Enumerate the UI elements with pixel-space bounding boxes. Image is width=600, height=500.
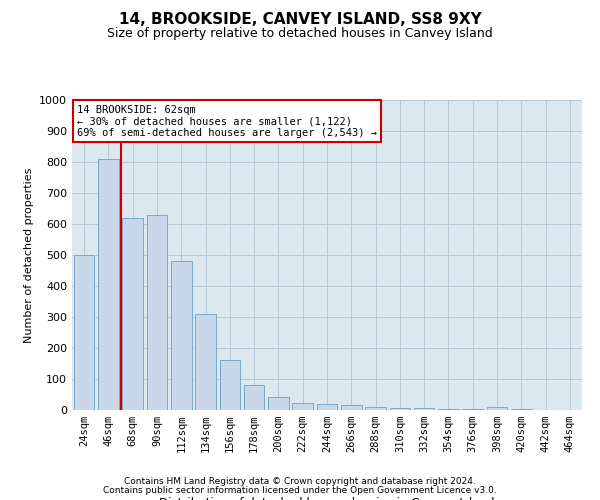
Bar	[487, 407, 508, 410]
Bar	[220, 360, 240, 410]
Bar	[341, 406, 362, 410]
Y-axis label: Number of detached properties: Number of detached properties	[23, 168, 34, 342]
Text: Size of property relative to detached houses in Canvey Island: Size of property relative to detached ho…	[107, 28, 493, 40]
Bar	[317, 404, 337, 410]
Bar	[171, 261, 191, 410]
X-axis label: Distribution of detached houses by size in Canvey Island: Distribution of detached houses by size …	[159, 497, 495, 500]
Bar	[146, 214, 167, 410]
Bar	[292, 403, 313, 410]
Bar	[365, 407, 386, 410]
Bar	[122, 218, 143, 410]
Bar	[414, 408, 434, 410]
Bar	[195, 314, 216, 410]
Text: Contains public sector information licensed under the Open Government Licence v3: Contains public sector information licen…	[103, 486, 497, 495]
Bar	[268, 397, 289, 410]
Bar	[438, 409, 459, 410]
Bar	[244, 385, 265, 410]
Bar	[98, 159, 119, 410]
Text: 14, BROOKSIDE, CANVEY ISLAND, SS8 9XY: 14, BROOKSIDE, CANVEY ISLAND, SS8 9XY	[119, 12, 481, 28]
Text: Contains HM Land Registry data © Crown copyright and database right 2024.: Contains HM Land Registry data © Crown c…	[124, 477, 476, 486]
Bar	[389, 408, 410, 410]
Bar	[74, 255, 94, 410]
Text: 14 BROOKSIDE: 62sqm
← 30% of detached houses are smaller (1,122)
69% of semi-det: 14 BROOKSIDE: 62sqm ← 30% of detached ho…	[77, 104, 377, 138]
